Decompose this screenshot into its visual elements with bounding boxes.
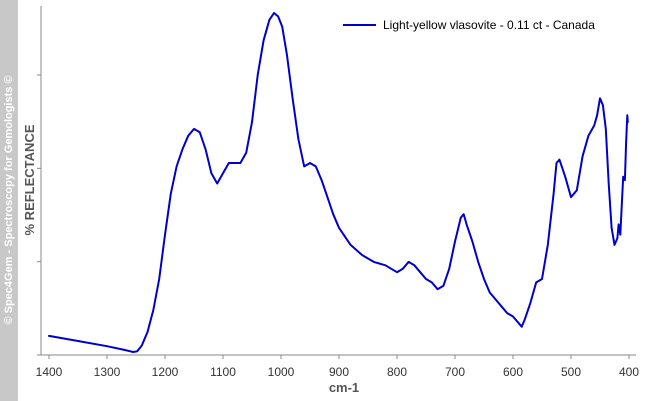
y-axis-label: % REFLECTANCE	[22, 124, 37, 235]
legend-entry-label: Light-yellow vlasovite - 0.11 ct - Canad…	[383, 18, 595, 32]
x-tick-label: 900	[329, 365, 349, 379]
x-tick-label: 1200	[152, 365, 179, 379]
x-tick-label: 1400	[36, 365, 63, 379]
x-axis-ticks: 1400 1300 1200 1100 1000 900 800 700 600 500 400	[36, 355, 639, 379]
plot-frame	[40, 6, 636, 356]
x-tick-label: 1100	[210, 365, 236, 379]
x-tick-label: 500	[561, 365, 581, 379]
x-tick-label: 1000	[268, 365, 295, 379]
series-line-vlasovite	[48, 12, 629, 353]
x-tick-label: 700	[445, 365, 465, 379]
x-axis-label: cm-1	[329, 380, 359, 395]
x-tick-label: 600	[503, 365, 523, 379]
x-tick-label: 400	[619, 365, 639, 379]
y-axis-ticks	[37, 74, 41, 356]
legend: Light-yellow vlasovite - 0.11 ct - Canad…	[343, 18, 595, 32]
x-tick-label: 800	[387, 365, 407, 379]
x-tick-label: 1300	[94, 365, 121, 379]
watermark-band: © Spec4Gem - Spectroscopy for Gemologist…	[0, 0, 18, 401]
